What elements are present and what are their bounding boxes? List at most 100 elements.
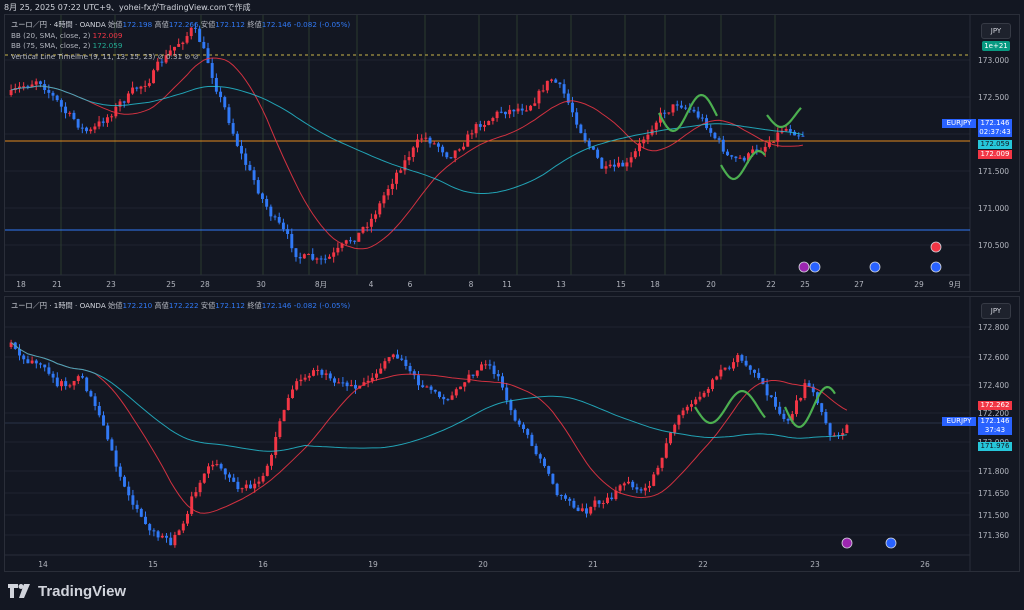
candle-body — [554, 79, 558, 83]
candle-body — [143, 85, 147, 87]
candle-body — [265, 465, 269, 476]
candle-body — [80, 127, 84, 129]
candle-body — [319, 258, 323, 260]
candle-body — [198, 482, 202, 493]
candle-body — [316, 369, 320, 371]
candle-body — [123, 476, 126, 487]
candle-body — [421, 385, 425, 388]
time-axis-label: 23 — [810, 560, 820, 569]
candle-body — [709, 128, 713, 133]
candle-body — [679, 105, 683, 108]
candle-body — [156, 531, 160, 538]
candle-body — [127, 486, 131, 496]
last-price-tag-4h: 172.146 02:37:43 — [978, 119, 1012, 137]
candle-body — [215, 464, 219, 466]
candle-body — [375, 373, 378, 378]
candlestick-chart-1h[interactable]: 172.800172.600172.400172.200172.000171.8… — [5, 297, 1019, 571]
chart-pane-4h[interactable]: 173.000172.500172.000171.500171.000170.5… — [4, 14, 1020, 292]
candle-body — [726, 151, 729, 156]
candle-body — [165, 535, 168, 538]
candle-body — [286, 398, 290, 411]
bb75-price-tag-1h: 171.976 — [978, 442, 1012, 451]
candle-body — [47, 367, 51, 374]
candle-body — [387, 357, 391, 362]
candle-body — [618, 485, 622, 491]
price-axis-label: 171.800 — [978, 467, 1009, 476]
economic-event-icon — [869, 261, 881, 273]
candle-body — [786, 419, 790, 421]
candle-body — [51, 373, 55, 378]
time-axis-label: 21 — [588, 560, 598, 569]
candle-body — [420, 138, 424, 140]
cycle-overlay-line — [783, 385, 836, 429]
candle-body — [432, 143, 436, 145]
bb75-basis-line — [10, 342, 847, 452]
candle-body — [26, 86, 30, 88]
candle-body — [505, 387, 509, 401]
candle-body — [173, 534, 177, 546]
candle-body — [571, 102, 574, 113]
candle-body — [369, 218, 373, 227]
candle-body — [533, 103, 537, 106]
candle-body — [354, 384, 357, 389]
candle-body — [524, 110, 528, 112]
legend-4h: ユーロ／円 · 4時間 · OANDA 始値172.198 高値172.266 … — [11, 20, 351, 61]
candlestick-chart-4h[interactable]: 173.000172.500172.000171.500171.000170.5… — [5, 15, 1019, 291]
time-axis-label: 8月 — [315, 280, 327, 289]
price-axis-label: 171.500 — [978, 167, 1009, 176]
chart-pane-1h[interactable]: 172.800172.600172.400172.200172.000171.8… — [4, 296, 1020, 572]
candle-body — [51, 92, 55, 96]
candle-body — [336, 247, 340, 253]
candle-body — [190, 496, 194, 514]
candle-body — [122, 101, 126, 103]
candle-body — [534, 445, 538, 455]
candle-body — [357, 232, 361, 242]
candle-body — [501, 376, 504, 388]
candle-body — [738, 157, 742, 159]
currency-button-1h[interactable]: JPY — [981, 303, 1011, 319]
snapshot-timestamp: 8月 25, 2025 07:22 UTC+9、yohei-fxがTrading… — [4, 3, 251, 12]
candle-body — [646, 134, 650, 140]
price-axis-label: 171.500 — [978, 511, 1009, 520]
candle-body — [652, 474, 656, 486]
currency-button-4h[interactable]: JPY — [981, 23, 1011, 39]
candle-body — [26, 359, 30, 364]
candle-body — [807, 383, 811, 387]
candle-body — [404, 359, 408, 367]
candle-body — [315, 258, 319, 260]
time-axis-label: 22 — [698, 560, 708, 569]
time-axis-label: 26 — [920, 560, 930, 569]
candle-body — [228, 474, 231, 478]
price-axis-label: 172.500 — [978, 93, 1009, 102]
candle-body — [282, 410, 286, 422]
candle-body — [76, 376, 80, 381]
candle-body — [294, 248, 298, 258]
economic-event-icon — [841, 537, 853, 549]
cycle-overlay-line — [766, 107, 802, 129]
candle-body — [126, 93, 130, 103]
candle-body — [470, 133, 474, 135]
candle-body — [395, 172, 398, 184]
candle-body — [223, 97, 227, 108]
candle-body — [298, 257, 302, 259]
candle-body — [303, 377, 307, 380]
candle-body — [596, 149, 600, 158]
candle-body — [478, 124, 482, 127]
candle-body — [148, 524, 152, 531]
candle-body — [194, 492, 198, 497]
candle-body — [312, 370, 315, 376]
time-axis-label: 23 — [106, 280, 116, 289]
economic-event-icon — [930, 241, 942, 253]
candle-body — [64, 106, 68, 114]
candle-body — [273, 216, 277, 218]
candle-body — [68, 385, 72, 387]
tradingview-logo[interactable]: TradingView — [8, 580, 126, 602]
candle-body — [320, 369, 324, 375]
candle-body — [512, 109, 516, 112]
candle-body — [538, 454, 542, 459]
candle-body — [643, 487, 647, 491]
candle-body — [484, 364, 488, 366]
candle-body — [202, 473, 206, 483]
price-axis-label: 172.800 — [978, 323, 1009, 332]
candle-body — [256, 180, 260, 194]
